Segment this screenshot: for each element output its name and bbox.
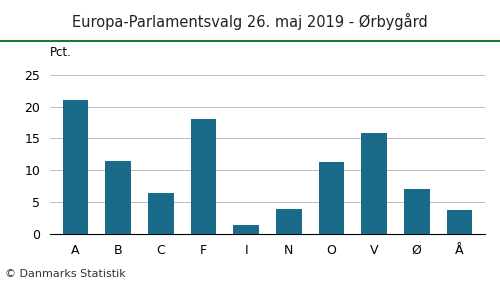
Bar bbox=[190, 119, 216, 234]
Bar bbox=[276, 209, 301, 234]
Bar bbox=[234, 224, 259, 234]
Text: Europa-Parlamentsvalg 26. maj 2019 - Ørbygård: Europa-Parlamentsvalg 26. maj 2019 - Ørb… bbox=[72, 13, 428, 30]
Bar bbox=[148, 193, 174, 234]
Bar bbox=[446, 210, 472, 234]
Bar bbox=[106, 161, 131, 234]
Bar bbox=[318, 162, 344, 234]
Bar bbox=[404, 190, 429, 234]
Bar bbox=[362, 133, 387, 234]
Text: © Danmarks Statistik: © Danmarks Statistik bbox=[5, 269, 126, 279]
Bar bbox=[63, 100, 88, 234]
Text: Pct.: Pct. bbox=[50, 46, 72, 59]
